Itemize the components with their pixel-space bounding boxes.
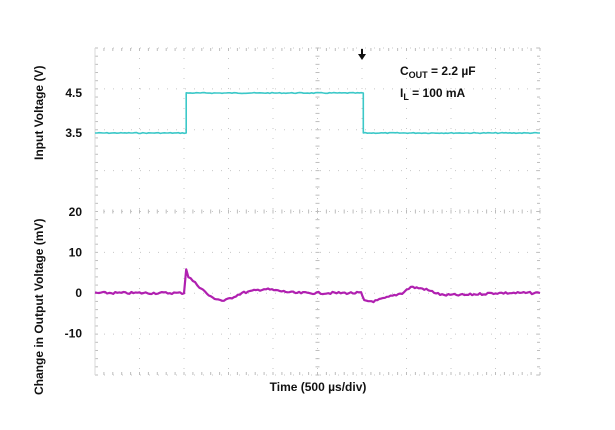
y-tick-label: 20 xyxy=(69,205,83,219)
axis-tick-labels: 4.5 3.5 20 10 0 -10 xyxy=(65,86,83,341)
y-tick-label: -10 xyxy=(65,327,83,341)
x-axis-label: Time (500 µs/div) xyxy=(270,380,367,394)
y-tick-label: 4.5 xyxy=(65,86,82,100)
annotation-load-current: IL = 100 mA xyxy=(400,86,466,102)
plot-grid xyxy=(94,47,541,376)
y-tick-label: 3.5 xyxy=(65,126,82,140)
annotation-cout: COUT = 2.2 µF xyxy=(400,64,476,80)
trigger-marker-icon xyxy=(358,49,366,60)
input-voltage-trace xyxy=(95,91,540,135)
y-tick-label: 10 xyxy=(69,246,83,260)
y-tick-label: 0 xyxy=(75,286,82,300)
output-voltage-trace xyxy=(94,268,541,304)
trace-group xyxy=(94,91,541,304)
y-axis-label-input-voltage: Input Voltage (V) xyxy=(32,66,46,160)
y-axis-label-output-voltage: Change in Output Voltage (mV) xyxy=(32,219,46,395)
